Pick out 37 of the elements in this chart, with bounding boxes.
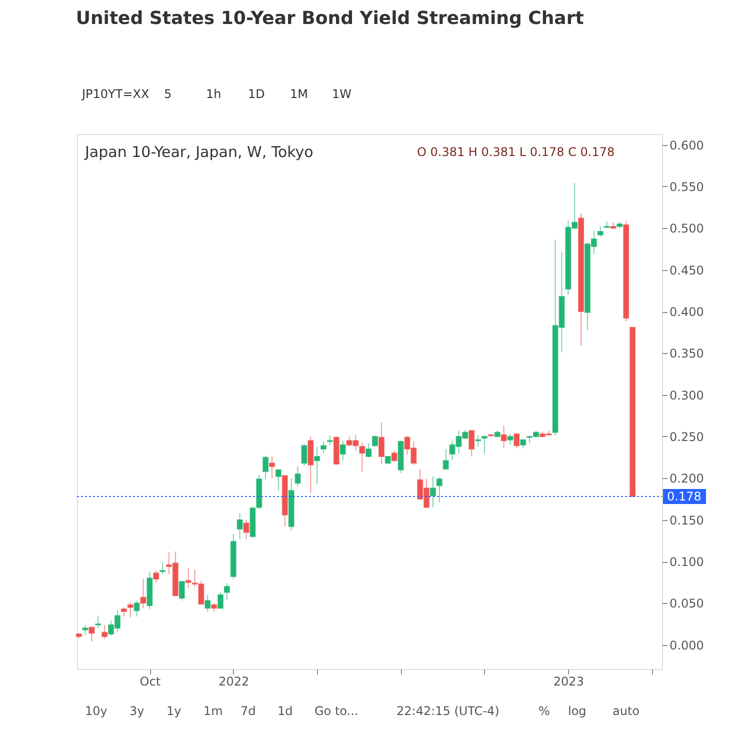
text: 1y: [166, 704, 182, 718]
text: %: [538, 704, 550, 718]
text: 1W: [332, 87, 352, 101]
y-tick-label: 0.600: [670, 138, 704, 152]
text: 1m: [204, 704, 223, 718]
y-tick-label: 0.400: [670, 305, 704, 319]
y-tick-label: 0.100: [670, 555, 704, 569]
y-tick-label: 0.550: [670, 180, 704, 194]
text: 1D: [248, 87, 265, 101]
text: 1h: [206, 87, 222, 101]
y-tick-label: 0.500: [670, 222, 704, 236]
annotation: O 0.381 H 0.381 L 0.178 C 0.178: [417, 145, 615, 159]
text: 5: [164, 87, 172, 101]
y-tick-label: 0.150: [670, 513, 704, 528]
text: 1M: [290, 87, 308, 101]
x-tick-label: Oct: [140, 674, 161, 688]
ref-line-label: 0.178: [667, 490, 702, 504]
text: log: [568, 704, 586, 718]
text: 22:42:15 (UTC-4): [396, 704, 500, 718]
y-tick-label: 0.300: [670, 388, 704, 402]
text: Japan 10-Year, Japan, W, Tokyo: [84, 143, 314, 161]
x-tick-label: 2022: [218, 674, 250, 688]
y-tick-label: 0.200: [670, 472, 704, 486]
chart-title: United States 10-Year Bond Yield Streaming Chart: [76, 8, 584, 29]
y-tick-label: 0.050: [670, 596, 704, 611]
x-tick-label: 2023: [553, 674, 584, 688]
y-tick-label: 0.350: [670, 346, 704, 361]
text: Go to...: [314, 704, 358, 718]
y-tick-label: 0.000: [670, 638, 704, 652]
text: 10y: [85, 704, 108, 718]
text: JP10YT=XX: [81, 87, 150, 101]
text: 3y: [130, 704, 144, 718]
y-tick-label: 0.250: [670, 430, 704, 444]
text: auto: [612, 704, 640, 718]
text: 7d: [240, 704, 256, 718]
y-tick-label: 0.450: [670, 263, 704, 278]
text: 1d: [278, 704, 293, 718]
